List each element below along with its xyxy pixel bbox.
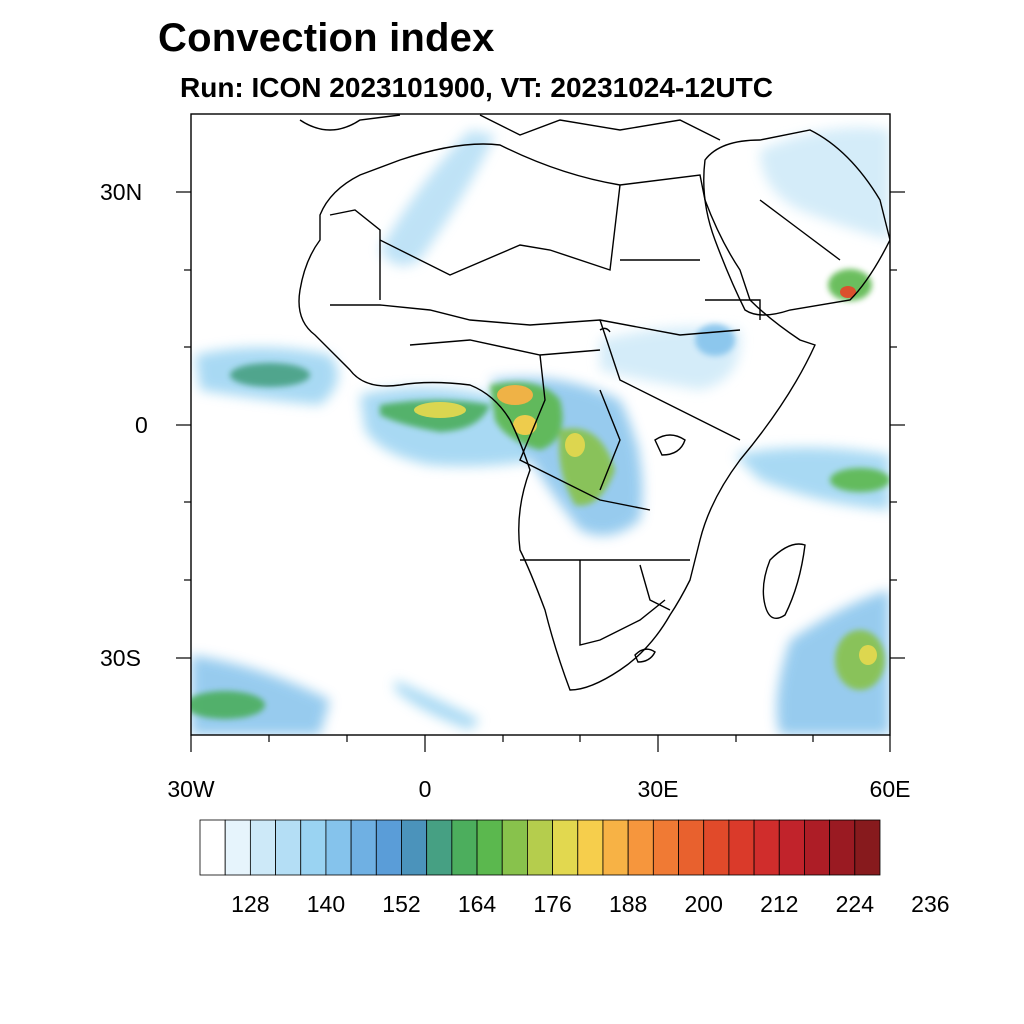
colorbar-swatch — [501, 819, 528, 876]
border-sahel — [330, 304, 741, 336]
colorbar-swatch — [778, 819, 805, 876]
colorbar-swatch — [527, 819, 553, 876]
colorbar-swatch — [325, 819, 352, 876]
colorbar-swatch — [804, 819, 831, 876]
colorbar-swatch — [224, 819, 251, 876]
colorbar-swatch — [275, 819, 302, 876]
colorbar-swatch — [652, 819, 679, 876]
border-drc-east — [599, 389, 621, 491]
convection-peak-oman — [840, 286, 856, 298]
colorbar-label: 176 — [533, 891, 571, 917]
coastlines — [298, 114, 890, 691]
convection-peak-gulf-of-guinea — [414, 402, 466, 418]
madagascar-coastline — [762, 543, 806, 619]
colorbar-label: 164 — [458, 891, 497, 917]
lat-ticks — [176, 191, 905, 659]
colorbar-swatch — [602, 819, 629, 876]
colorbar-swatch — [199, 819, 226, 876]
colorbar-swatch — [350, 819, 377, 876]
colorbar-swatch — [829, 819, 856, 876]
convection-core-arabia — [828, 269, 872, 301]
border-central-africa — [519, 354, 651, 511]
border-western-sahara — [329, 209, 381, 300]
border-east-africa — [599, 319, 741, 441]
border-horn-of-africa — [705, 299, 761, 320]
colorbar-swatch — [300, 819, 327, 876]
colorbar-swatch — [249, 819, 276, 876]
colorbar-label: 224 — [836, 891, 875, 917]
map-title: Convection index — [158, 16, 495, 60]
colorbar — [199, 819, 881, 876]
colorbar-swatch — [627, 819, 654, 876]
colorbar-swatch — [451, 819, 478, 876]
convection-streak-southern-atlantic — [395, 680, 480, 730]
lon-label-30e: 30E — [638, 776, 679, 802]
convection-band-indian-ocean — [735, 447, 890, 510]
colorbar-swatch — [552, 819, 579, 876]
lon-label-30w: 30W — [167, 776, 215, 802]
colorbar-swatch — [426, 819, 453, 876]
convection-core-ethiopia — [695, 324, 735, 356]
convection-peak-south-indian — [859, 645, 877, 665]
colorbar-label: 188 — [609, 891, 647, 917]
border-arabia — [759, 199, 841, 261]
convection-core-south-atlantic — [191, 691, 265, 719]
convection-core-south-indian — [835, 630, 885, 690]
convection-peak-cameroon — [497, 385, 533, 405]
lake-victoria-outline — [654, 434, 686, 456]
arabia-coastline — [703, 129, 890, 316]
border-botswana — [639, 564, 671, 611]
lat-label-30n: 30N — [100, 179, 142, 205]
lon-ticks — [190, 735, 891, 752]
colorbar-label: 212 — [760, 891, 798, 917]
convection-streak-sahara — [380, 130, 495, 266]
lon-label-60e: 60E — [870, 776, 911, 802]
convection-core-west-atlantic — [230, 363, 310, 387]
colorbar-label: 236 — [911, 891, 949, 917]
colorbar-swatch — [728, 819, 755, 876]
convection-core-indian-ocean — [830, 468, 890, 492]
africa-coastline — [298, 143, 816, 691]
border-namibia — [579, 560, 666, 646]
border-gulf-states — [409, 339, 601, 356]
convection-band-south-indian — [776, 590, 890, 735]
map-subtitle: Run: ICON 2023101900, VT: 20231024-12UTC — [180, 72, 773, 103]
colorbar-swatch — [476, 819, 503, 876]
colorbar-swatch — [577, 819, 604, 876]
lon-label-0: 0 — [419, 776, 432, 802]
colorbar-label: 128 — [231, 891, 269, 917]
colorbar-label: 200 — [685, 891, 723, 917]
colorbar-swatch — [753, 819, 780, 876]
lat-label-30s: 30S — [100, 645, 141, 671]
colorbar-swatch — [401, 819, 428, 876]
lat-label-0: 0 — [135, 412, 148, 438]
convection-peak-congo — [513, 415, 537, 435]
europe-coastline — [299, 114, 721, 141]
lesotho-outline — [634, 648, 656, 663]
convection-band-arabia — [760, 127, 890, 240]
colorbar-swatch — [854, 819, 881, 876]
border-algeria-mali — [379, 184, 621, 276]
colorbar-label: 152 — [382, 891, 420, 917]
colorbar-swatch — [703, 819, 730, 876]
colorbar-swatch — [375, 819, 402, 876]
colorbar-labels: 128 140 152 164 176 188 200 212 224 236 — [231, 891, 949, 917]
convection-peak-central-africa — [565, 433, 585, 457]
lake-chad-outline — [599, 327, 611, 333]
colorbar-swatch — [678, 819, 705, 876]
colorbar-label: 140 — [307, 891, 345, 917]
